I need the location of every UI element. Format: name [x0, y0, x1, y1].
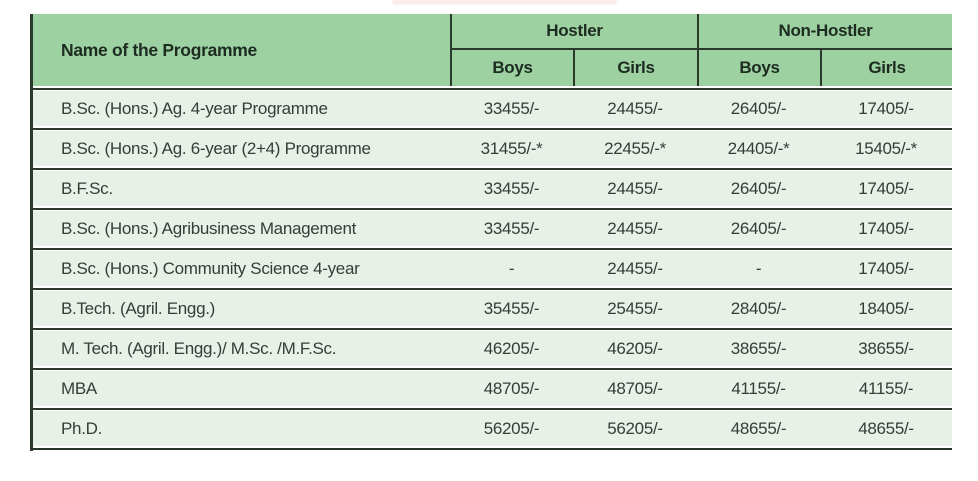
fee-non-hostler-boys: 38655/- — [730, 338, 787, 358]
column-group-hostler: Hostler — [450, 14, 697, 50]
fee-non-hostler-girls: 17405/- — [858, 178, 914, 198]
programme-name: Ph.D. — [61, 418, 103, 438]
table-row: B.Sc. (Hons.) Community Science 4-year -… — [33, 251, 952, 286]
programme-name: B.Sc. (Hons.) Ag. 6-year (2+4) Programme — [61, 138, 371, 158]
programme-name: B.Sc. (Hons.) Ag. 4-year Programme — [61, 98, 328, 118]
column-header-name: Name of the Programme — [61, 39, 257, 60]
fee-hostler-boys: 33455/- — [483, 98, 540, 118]
fee-non-hostler-girls: 15405/-* — [855, 138, 917, 158]
row-divider — [33, 207, 952, 210]
column-header-non-hostler-boys: Boys — [697, 50, 820, 86]
fee-hostler-girls: 24455/- — [607, 178, 663, 198]
row-divider — [33, 167, 952, 170]
fee-hostler-girls: 24455/- — [607, 258, 663, 278]
fee-non-hostler-boys: 26405/- — [730, 178, 787, 198]
cropped-title-remnant — [392, 0, 617, 4]
table-row: B.F.Sc. 33455/- 24455/- 26405/- 17405/- — [33, 171, 952, 206]
row-divider — [33, 287, 952, 290]
column-header-hostler-boys: Boys — [450, 50, 573, 86]
fee-hostler-girls: 24455/- — [607, 98, 663, 118]
fee-hostler-girls: 48705/- — [607, 378, 663, 398]
table-row: B.Sc. (Hons.) Ag. 4-year Programme 33455… — [33, 91, 952, 126]
fee-non-hostler-boys: 28405/- — [730, 298, 787, 318]
table-row: B.Tech. (Agril. Engg.) 35455/- 25455/- 2… — [33, 291, 952, 326]
programme-name: MBA — [61, 378, 97, 398]
fee-hostler-boys: 33455/- — [483, 218, 540, 238]
column-group-non-hostler: Non-Hostler — [697, 14, 952, 50]
column-header-hostler-girls: Girls — [573, 50, 697, 86]
table-row: Ph.D. 56205/- 56205/- 48655/- 48655/- — [33, 411, 952, 446]
table-bottom-border — [33, 447, 952, 450]
fee-non-hostler-girls: 17405/- — [858, 98, 914, 118]
column-header-non-hostler-girls: Girls — [820, 50, 952, 86]
fee-non-hostler-boys: 41155/- — [731, 378, 786, 398]
fee-hostler-boys: 56205/- — [483, 418, 540, 438]
fee-hostler-girls: 24455/- — [607, 218, 663, 238]
fee-hostler-boys: 33455/- — [483, 178, 540, 198]
fee-hostler-girls: 46205/- — [607, 338, 663, 358]
fee-non-hostler-girls: 48655/- — [858, 418, 914, 438]
fee-non-hostler-boys: 24405/-* — [727, 138, 790, 158]
fee-non-hostler-boys: 26405/- — [730, 98, 787, 118]
row-divider — [33, 407, 952, 410]
fee-hostler-boys: 35455/- — [483, 298, 540, 318]
row-divider — [33, 367, 952, 370]
fee-non-hostler-girls: 17405/- — [858, 218, 914, 238]
header-divider — [33, 87, 952, 90]
fee-hostler-boys: 31455/-* — [480, 138, 543, 158]
row-divider — [33, 247, 952, 250]
table-row: B.Sc. (Hons.) Agribusiness Management 33… — [33, 211, 952, 246]
table-header: Name of the Programme Hostler Non-Hostle… — [33, 14, 952, 86]
fee-non-hostler-girls: 17405/- — [858, 258, 914, 278]
fee-hostler-boys: - — [508, 258, 515, 278]
programme-name: B.Sc. (Hons.) Community Science 4-year — [61, 258, 360, 278]
programme-name: B.Sc. (Hons.) Agribusiness Management — [61, 218, 357, 238]
programme-name: B.F.Sc. — [61, 178, 113, 198]
table-row: MBA 48705/- 48705/- 41155/- 41155/- — [33, 371, 952, 406]
fee-non-hostler-girls: 18405/- — [858, 298, 914, 318]
row-divider — [33, 127, 952, 130]
fee-hostler-boys: 46205/- — [483, 338, 540, 358]
fee-non-hostler-girls: 41155/- — [858, 378, 914, 398]
table-row: B.Sc. (Hons.) Ag. 6-year (2+4) Programme… — [33, 131, 952, 166]
fee-hostler-girls: 25455/- — [607, 298, 663, 318]
fee-non-hostler-boys: - — [755, 258, 762, 278]
fee-non-hostler-boys: 26405/- — [730, 218, 787, 238]
fee-non-hostler-girls: 38655/- — [858, 338, 914, 358]
fee-table: Name of the Programme Hostler Non-Hostle… — [30, 14, 952, 451]
row-divider — [33, 327, 952, 330]
programme-name: B.Tech. (Agril. Engg.) — [61, 298, 216, 318]
fee-non-hostler-boys: 48655/- — [730, 418, 787, 438]
programme-name: M. Tech. (Agril. Engg.)/ M.Sc. /M.F.Sc. — [61, 338, 337, 358]
fee-hostler-boys: 48705/- — [483, 378, 540, 398]
table-row: M. Tech. (Agril. Engg.)/ M.Sc. /M.F.Sc. … — [33, 331, 952, 366]
fee-hostler-girls: 56205/- — [607, 418, 663, 438]
fee-hostler-girls: 22455/-* — [604, 138, 666, 158]
